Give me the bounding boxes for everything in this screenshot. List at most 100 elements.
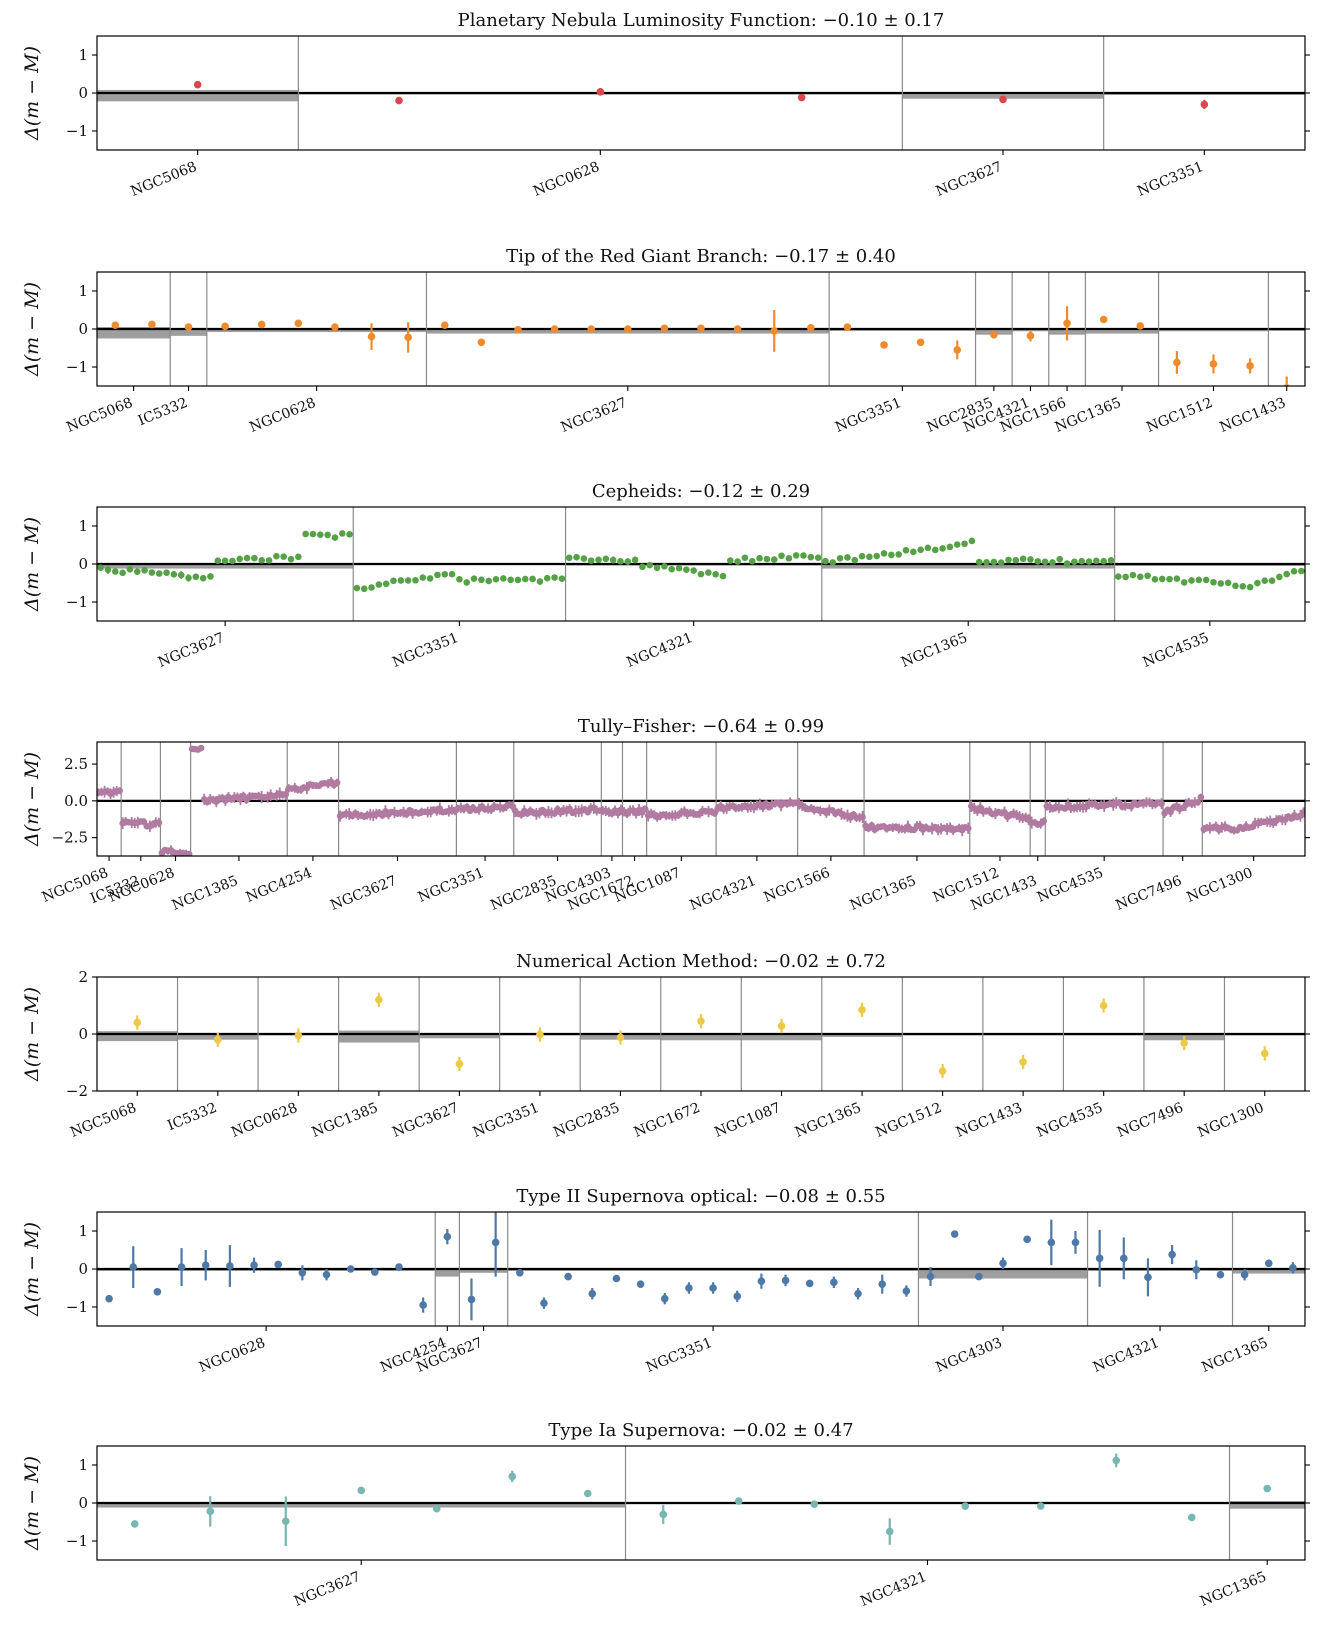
data-marker: [331, 534, 339, 541]
data-point: [529, 575, 536, 583]
data-marker: [395, 1263, 403, 1271]
data-marker: [1187, 1513, 1196, 1522]
data-marker: [309, 530, 317, 538]
data-point: [659, 1504, 668, 1524]
data-point: [324, 531, 331, 539]
data-point: [902, 546, 910, 554]
data-point: [434, 571, 441, 579]
x-tick-label-ngc7496: NGC7496: [1115, 1100, 1186, 1141]
x-tick-label-ngc3627: NGC3627: [559, 395, 630, 436]
data-point: [953, 541, 961, 548]
data-marker: [201, 1261, 210, 1269]
data-marker: [756, 554, 763, 562]
data-marker: [851, 556, 859, 564]
data-point: [1200, 99, 1209, 109]
x-tick-label-ngc1365: NGC1365: [848, 873, 919, 914]
data-point: [375, 581, 383, 588]
x-tick-label-ngc0628: NGC0628: [229, 1100, 300, 1141]
data-marker: [1122, 573, 1129, 581]
data-point: [602, 555, 610, 563]
y-axis-label: Δ(m − M): [21, 517, 43, 612]
data-point: [338, 530, 346, 537]
chart-panel-6: Type II Supernova optical: −0.08 ± 0.55 Δ…: [21, 1186, 1310, 1376]
data-marker: [126, 566, 134, 573]
data-marker: [885, 1527, 894, 1536]
data-point: [221, 557, 229, 565]
data-point: [1239, 582, 1247, 590]
data-marker: [1254, 579, 1261, 587]
y-tick-label: 1: [78, 282, 88, 300]
axes-frame: [96, 741, 1306, 857]
data-point: [924, 544, 932, 552]
data-marker: [390, 577, 397, 585]
x-tick-label-ngc5068: NGC5068: [64, 395, 135, 436]
data-point: [854, 1288, 862, 1300]
chart-title: Numerical Action Method: −0.02 ± 0.72: [516, 951, 886, 972]
data-point: [463, 579, 471, 586]
data-marker: [565, 554, 573, 562]
data-marker: [999, 95, 1007, 104]
data-marker: [153, 1288, 162, 1296]
data-point: [697, 324, 705, 333]
data-point: [367, 323, 376, 350]
data-point: [583, 1489, 592, 1498]
data-marker: [395, 96, 403, 105]
data-marker: [617, 557, 624, 565]
data-point: [485, 577, 492, 585]
data-marker: [880, 550, 888, 557]
plot-area: [97, 272, 1305, 386]
x-tick-label-ngc3627: NGC3627: [390, 1100, 461, 1141]
data-marker: [983, 558, 990, 566]
y-tick-label: 1: [78, 517, 88, 535]
data-marker: [287, 555, 295, 563]
x-tick-label-ngc3627: NGC3627: [156, 630, 227, 671]
data-marker: [1115, 573, 1122, 580]
data-point: [536, 1027, 544, 1042]
data-point: [184, 323, 193, 331]
data-marker: [609, 556, 617, 564]
data-marker: [368, 584, 375, 591]
data-point: [185, 574, 192, 582]
data-marker: [705, 569, 712, 576]
data-marker: [229, 557, 236, 565]
data-marker: [866, 553, 873, 561]
data-marker: [843, 323, 852, 331]
data-point: [1224, 579, 1232, 587]
data-marker: [1012, 556, 1020, 564]
data-marker: [777, 1022, 786, 1030]
x-tick-label-ngc5068: NGC5068: [68, 1100, 139, 1141]
data-marker: [1239, 582, 1247, 590]
data-point: [508, 1470, 517, 1483]
data-point: [917, 546, 924, 554]
data-point: [580, 555, 588, 562]
data-marker: [1276, 573, 1283, 581]
x-tick-label-ngc1512: NGC1512: [1144, 395, 1215, 436]
data-marker: [477, 338, 486, 347]
data-marker: [639, 563, 646, 571]
data-point: [426, 575, 434, 582]
data-point: [763, 555, 771, 563]
data-marker: [514, 576, 522, 584]
data-point: [346, 1265, 355, 1273]
x-tick-label-ngc4535: NGC4535: [1034, 1100, 1105, 1141]
data-marker: [375, 581, 383, 588]
data-point: [1263, 1484, 1272, 1493]
data-point: [1136, 573, 1144, 581]
data-marker: [1246, 362, 1254, 370]
data-point: [316, 531, 324, 538]
data-point: [1093, 557, 1100, 565]
x-tick-label-ngc2835: NGC2835: [551, 1100, 622, 1141]
data-point: [375, 992, 383, 1007]
chart-title: Tully–Fisher: −0.64 ± 0.99: [578, 716, 824, 737]
data-point: [258, 557, 266, 564]
data-marker: [1019, 555, 1027, 563]
data-point: [514, 576, 522, 584]
data-point: [404, 322, 412, 353]
data-marker: [1209, 360, 1218, 368]
data-point: [133, 568, 141, 575]
data-marker: [508, 1472, 517, 1481]
data-marker: [587, 325, 595, 333]
chart-panel-7: Type Ia Supernova: −0.02 ± 0.47 Δ(m − M) −…: [21, 1420, 1310, 1610]
x-tick-label-ic5332: IC5332: [136, 395, 190, 429]
